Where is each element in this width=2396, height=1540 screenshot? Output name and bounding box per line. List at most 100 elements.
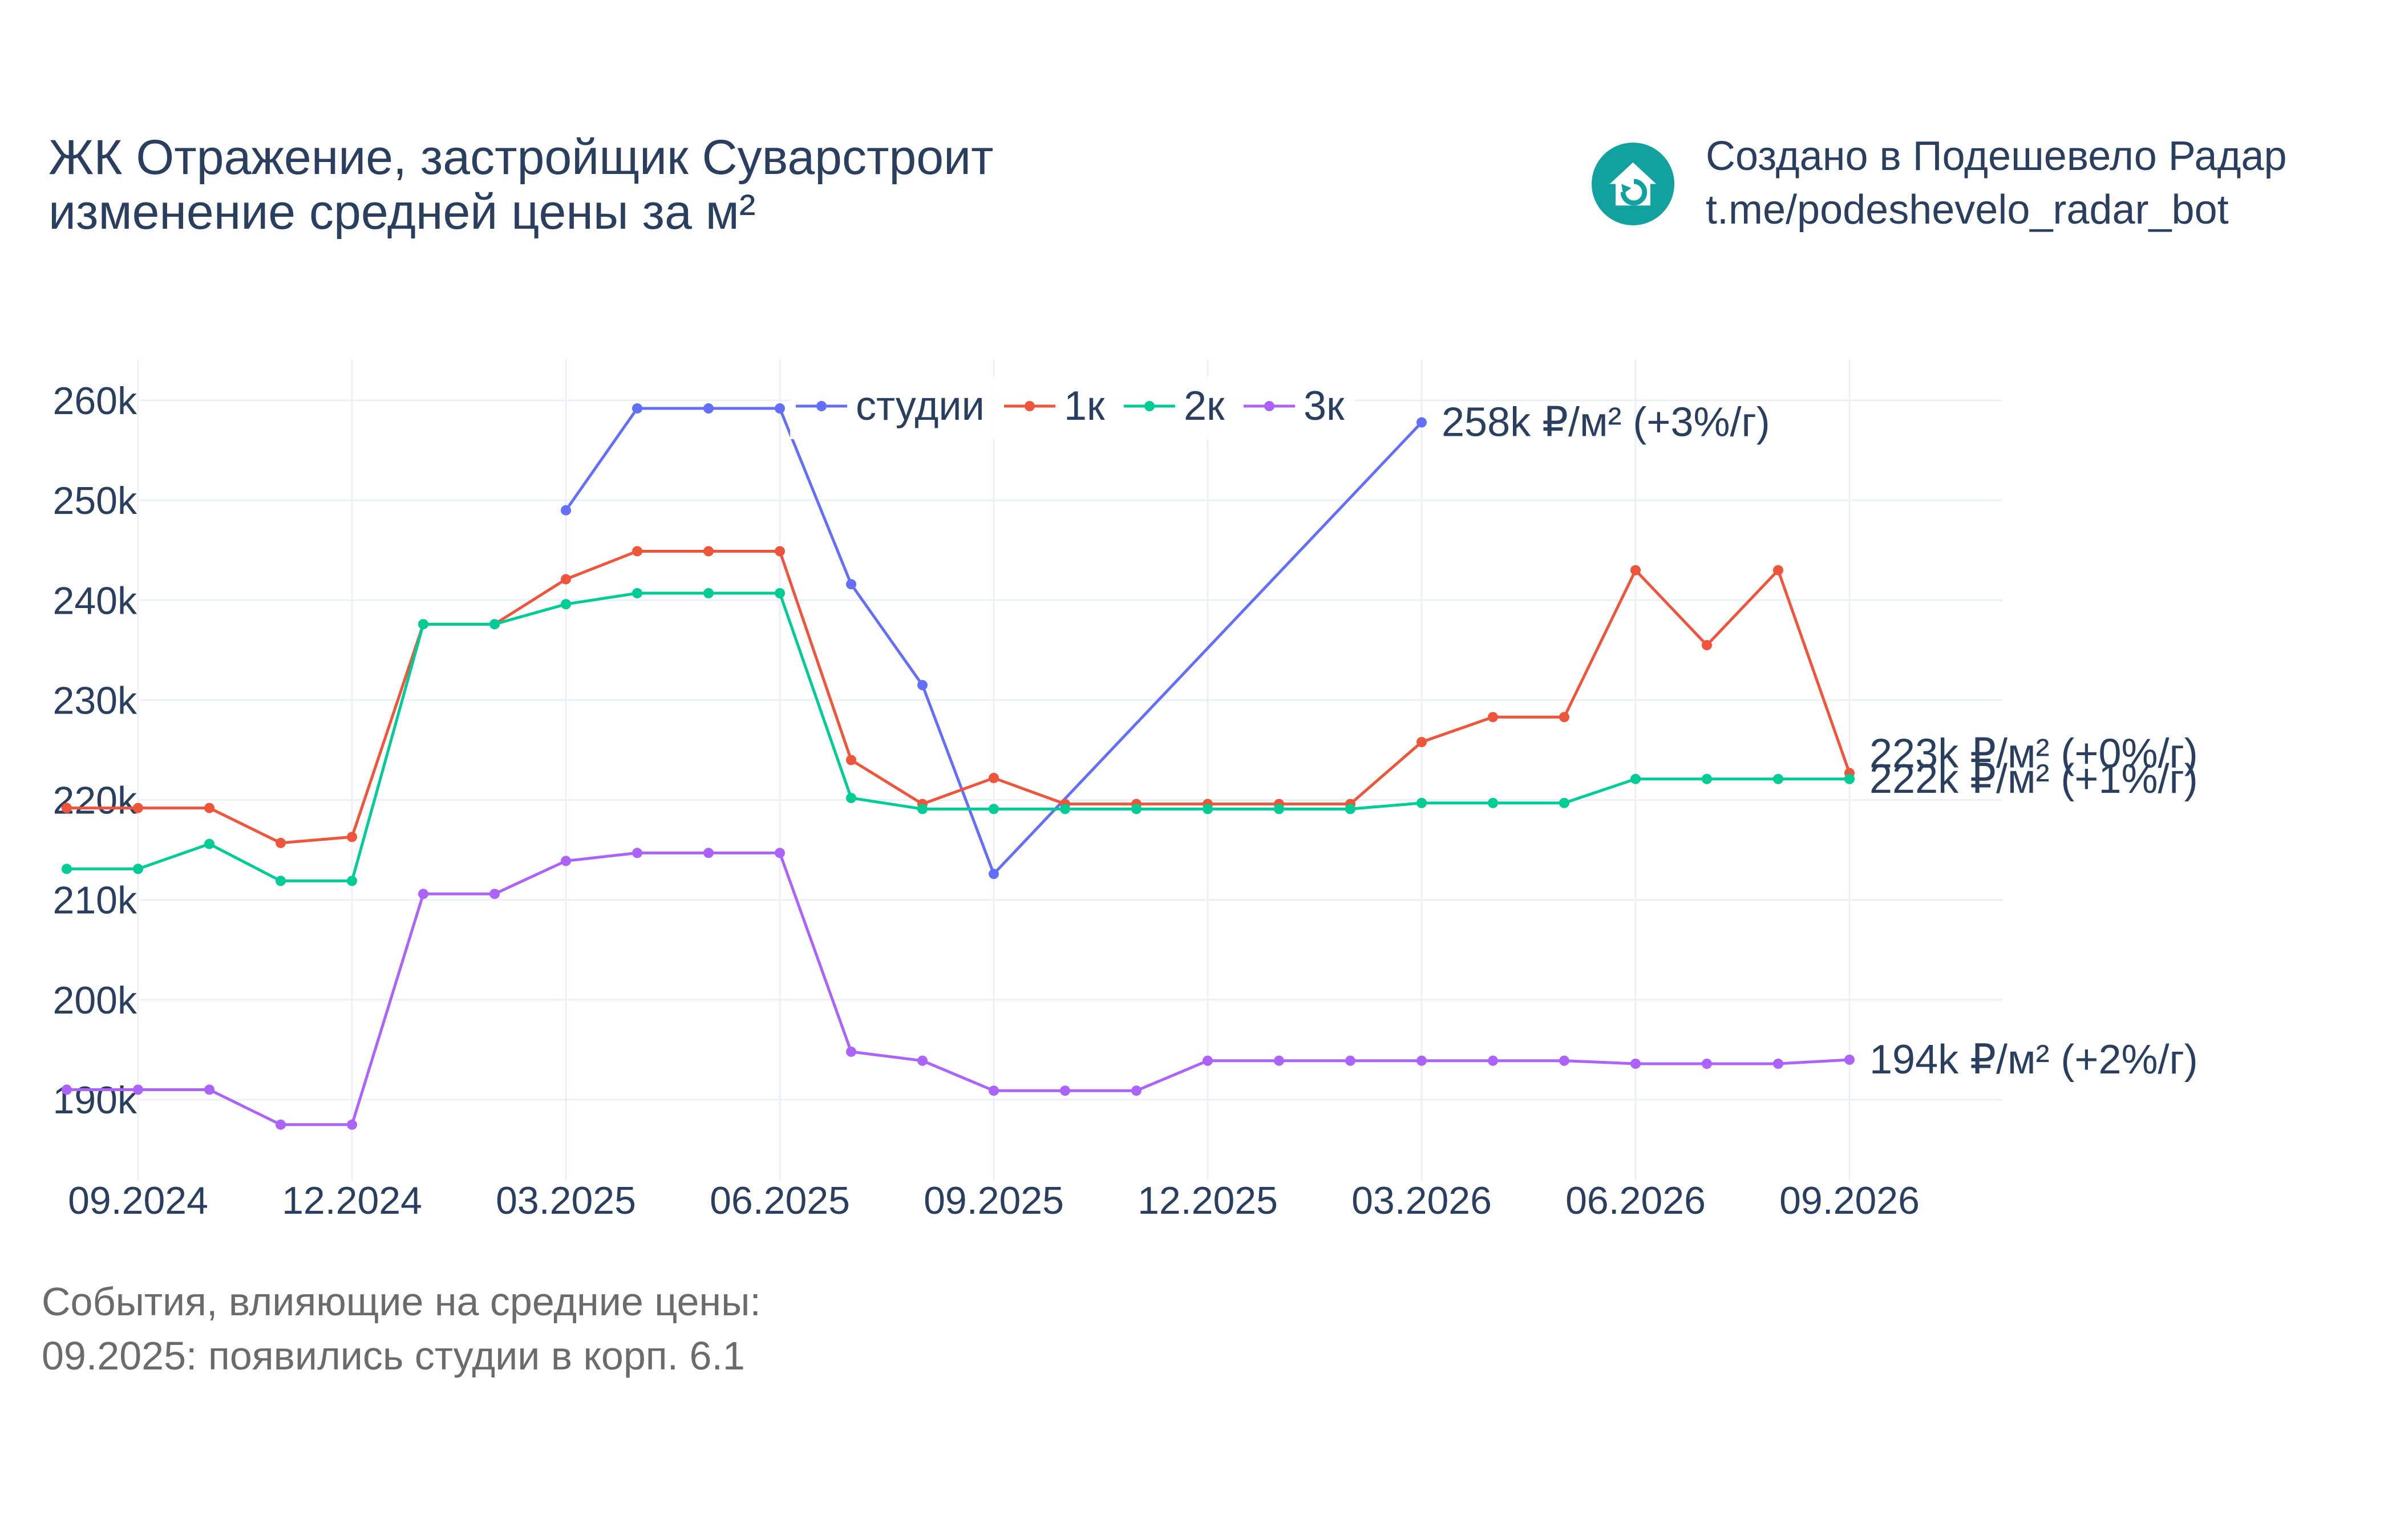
legend-background [790,376,1355,439]
y-tick-label: 240k [53,579,137,622]
chart-title: ЖК Отражение, застройщик Суварстроит изм… [48,130,993,240]
data-point [775,403,785,414]
data-point [1274,804,1284,814]
data-point [276,1119,286,1130]
data-point [1630,1058,1641,1069]
data-point [204,803,214,813]
y-tick-label: 250k [53,479,137,522]
data-point [561,599,571,610]
data-point [1488,797,1498,808]
brand-line1: Создано в Подешевело Радар [1706,133,2287,179]
data-point [1630,565,1641,576]
data-point [1702,773,1712,784]
x-tick-label: 06.2025 [710,1179,850,1222]
data-point [1345,804,1355,814]
data-point [632,848,642,858]
data-point [1773,1058,1783,1069]
data-point [1488,1055,1498,1066]
data-point [703,546,714,557]
data-point [1416,1055,1427,1066]
data-point [489,619,500,630]
data-point [917,804,928,814]
data-point [632,546,642,557]
data-point [347,832,357,842]
x-tick-label: 03.2025 [496,1179,636,1222]
series-end-labels: 258k ₽/м² (+3%/г) 223k ₽/м² (+0%/г)222k ₽… [1442,400,2198,1083]
series-end-label: 223k ₽/м² (+0%/г) [1869,731,2198,776]
data-point [62,1084,72,1095]
chart-title-line1: ЖК Отражение, застройщик Суварстроит [48,130,994,185]
legend-label: 2к [1184,383,1225,429]
data-point [1274,1055,1284,1066]
data-point [846,1046,856,1057]
data-point [989,773,999,784]
x-tick-label: 12.2024 [282,1179,422,1222]
brand-link[interactable]: t.me/podeshevelo_radar_bot [1706,187,2229,233]
series-lines [62,403,1855,1130]
series-2 [62,588,1855,886]
x-tick-label: 09.2025 [924,1179,1064,1222]
data-point [775,588,785,599]
legend-label: студии [856,383,985,429]
data-point [133,864,143,874]
data-point [1488,712,1498,723]
data-point [846,579,856,590]
legend-label: 3к [1304,383,1345,429]
data-point [133,1084,143,1095]
data-point [775,848,785,858]
data-point [1416,417,1427,428]
data-point [347,1119,357,1130]
data-point [917,1055,928,1066]
chart-title-line2: изменение средней цены за м² [48,185,756,240]
data-point [62,864,72,874]
events-item: 09.2025: появились студии в корп. 6.1 [42,1333,745,1378]
data-point [1416,736,1427,747]
y-tick-label: 210k [53,879,137,922]
y-tick-label: 260k [53,379,137,423]
data-point [1203,804,1213,814]
data-point [1131,804,1142,814]
x-tick-label: 12.2025 [1138,1179,1278,1222]
data-point [1416,797,1427,808]
brand-block: Создано в Подешевело Радар t.me/podeshev… [1706,130,2287,237]
data-point [1773,565,1783,576]
legend-marker [1264,401,1274,411]
data-point [276,876,286,886]
events-note: События, влияющие на средние цены: 09.20… [42,1275,761,1383]
data-point [1773,773,1783,784]
data-point [989,869,999,880]
data-point [989,1085,999,1096]
data-point [1060,1085,1070,1096]
data-point [1131,1085,1142,1096]
data-point [632,403,642,414]
data-point [561,856,571,866]
y-tick-label: 200k [53,979,137,1022]
data-point [1844,773,1855,784]
data-point [703,403,714,414]
chart-grid [137,359,2002,1181]
data-point [1630,773,1641,784]
data-point [917,680,928,691]
legend-marker [1025,401,1035,411]
data-point [276,837,286,848]
x-axis-ticks: 09.2024 12.2024 03.2025 06.2025 09.2025 12.20… [68,1179,1920,1222]
data-point [1844,1054,1855,1065]
data-point [347,876,357,886]
data-point [1559,1055,1569,1066]
data-point [703,848,714,858]
data-point [1559,797,1569,808]
house-refresh-icon [1592,143,1674,225]
data-point [489,889,500,899]
y-tick-label: 230k [53,679,137,722]
data-point [133,803,143,813]
legend-marker [816,401,827,411]
data-point [775,546,785,557]
data-point [846,755,856,765]
data-point [204,838,214,849]
series-0 [561,403,1427,880]
series-line [67,549,1851,845]
legend-label: 1к [1064,383,1105,429]
series-line [67,591,1849,882]
events-heading: События, влияющие на средние цены: [42,1279,761,1324]
